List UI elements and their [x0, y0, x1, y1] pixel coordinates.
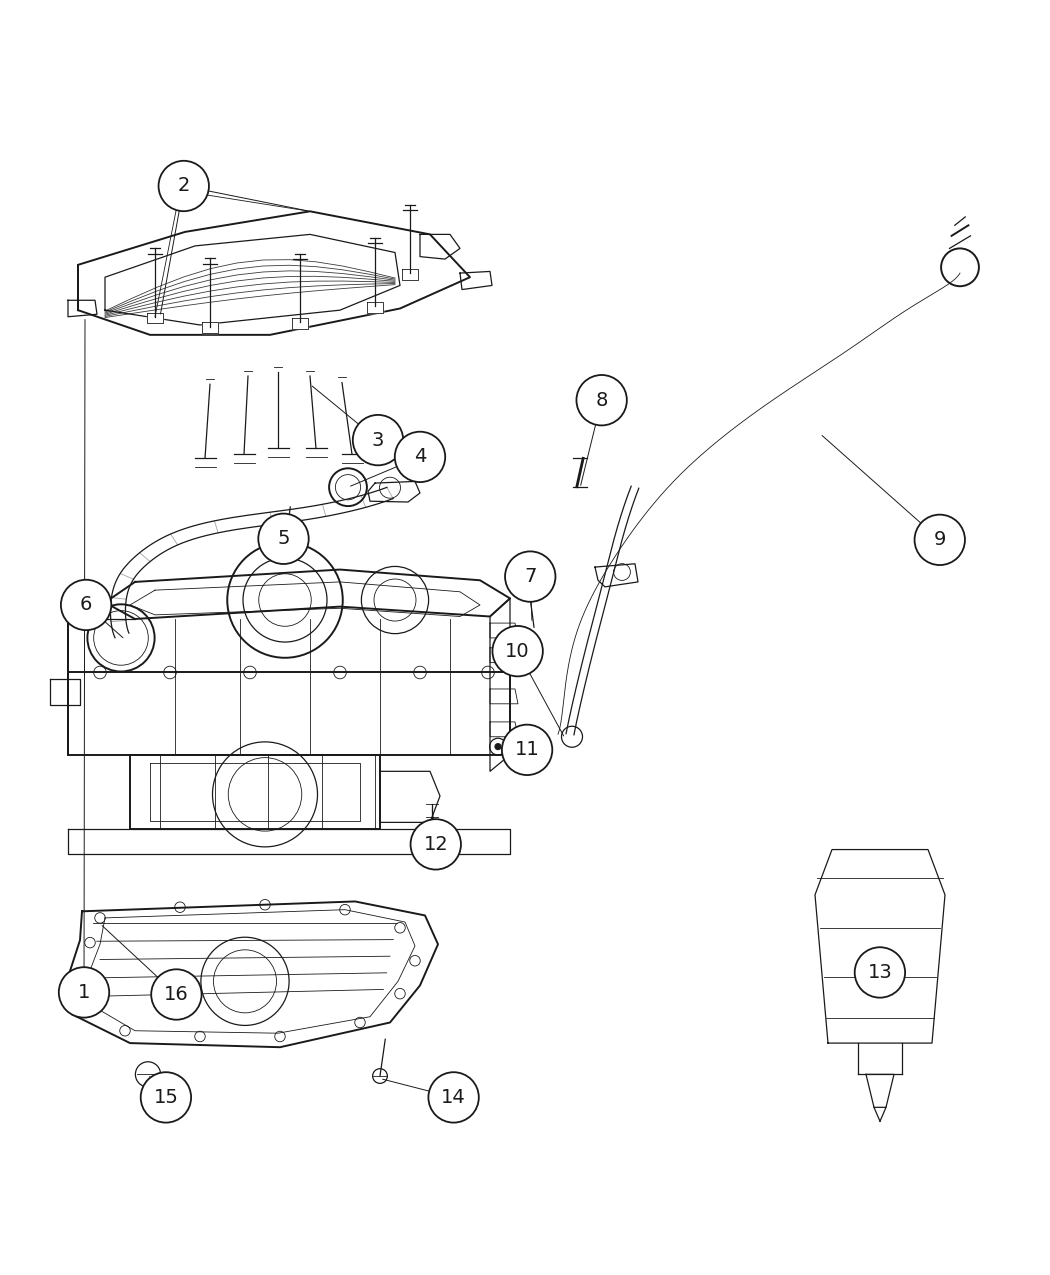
Circle shape [258, 514, 309, 564]
Circle shape [502, 724, 552, 775]
Text: 9: 9 [933, 530, 946, 550]
Polygon shape [402, 269, 418, 279]
Polygon shape [147, 312, 163, 324]
Text: 15: 15 [153, 1088, 178, 1107]
Circle shape [395, 432, 445, 482]
Circle shape [505, 551, 555, 602]
Polygon shape [202, 323, 218, 333]
Circle shape [151, 969, 202, 1020]
Circle shape [495, 743, 501, 750]
Text: 13: 13 [867, 963, 892, 982]
Text: 4: 4 [414, 448, 426, 467]
Text: 10: 10 [505, 641, 530, 660]
Polygon shape [292, 319, 308, 329]
Text: 6: 6 [80, 595, 92, 615]
Text: 8: 8 [595, 390, 608, 409]
Text: 2: 2 [177, 176, 190, 195]
Circle shape [159, 161, 209, 212]
Circle shape [492, 626, 543, 676]
Circle shape [855, 947, 905, 997]
Circle shape [61, 580, 111, 630]
Circle shape [141, 1072, 191, 1122]
Text: 3: 3 [372, 431, 384, 450]
Text: 11: 11 [514, 741, 540, 760]
Circle shape [915, 515, 965, 565]
Circle shape [59, 968, 109, 1017]
Circle shape [411, 819, 461, 870]
Text: 7: 7 [524, 567, 537, 586]
Text: 16: 16 [164, 986, 189, 1003]
Text: 12: 12 [423, 835, 448, 854]
Polygon shape [368, 302, 383, 312]
Text: 1: 1 [78, 983, 90, 1002]
Text: RTV: RTV [873, 956, 887, 965]
Circle shape [353, 414, 403, 465]
Text: 5: 5 [277, 529, 290, 548]
Circle shape [428, 1072, 479, 1122]
Circle shape [576, 375, 627, 426]
Text: 14: 14 [441, 1088, 466, 1107]
